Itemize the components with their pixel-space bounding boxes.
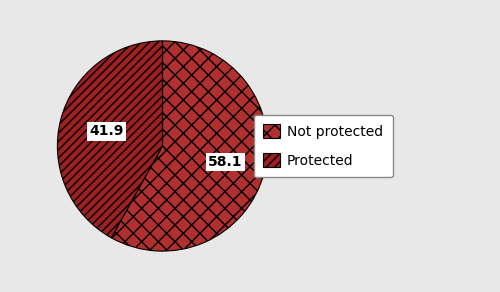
Legend: Not protected, Protected: Not protected, Protected [254, 114, 392, 178]
Wedge shape [112, 41, 268, 251]
Wedge shape [58, 41, 162, 238]
Text: 41.9: 41.9 [90, 124, 124, 138]
Text: 58.1: 58.1 [208, 155, 243, 169]
